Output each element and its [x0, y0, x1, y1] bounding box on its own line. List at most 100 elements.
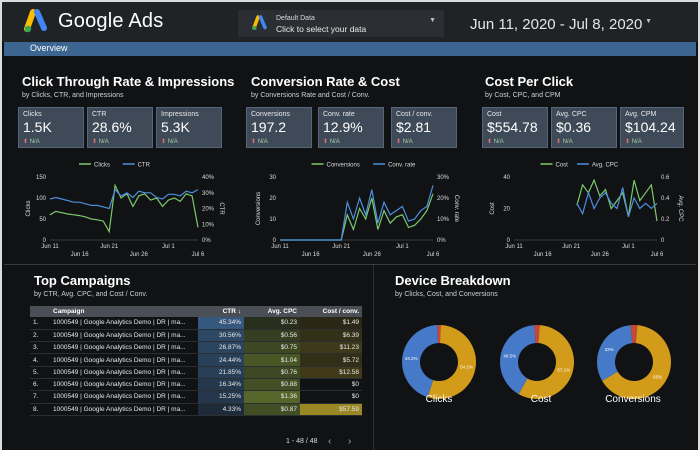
- donut-chart-cost: 40.5% 57.1%: [500, 325, 575, 400]
- next-page-icon[interactable]: ›: [348, 436, 352, 447]
- x-tick-label: Jun 26: [130, 252, 149, 257]
- legend-label: Clicks: [94, 163, 110, 169]
- y-right-tick-label: 0.4: [661, 196, 670, 202]
- table-row[interactable]: 8. 1000549 | Google Analytics Demo | DR |…: [30, 403, 362, 416]
- arrow-up-icon: ⬆: [323, 139, 329, 145]
- y-tick-label: 20: [503, 207, 510, 213]
- arrow-up-icon: ⬆: [92, 139, 98, 145]
- kpi-value: 28.6%: [92, 119, 132, 135]
- donut-percent-label: 44.2%: [405, 356, 418, 361]
- y-axis-title: Clicks: [26, 201, 32, 217]
- series-line-cost: [576, 178, 658, 222]
- donut-slice: [596, 325, 633, 381]
- avg-cpc-value: $1.36: [244, 390, 300, 404]
- donut-slice: [518, 325, 575, 400]
- series-line-avg-cpc: [576, 187, 658, 218]
- google-ads-logo-icon: [24, 9, 47, 33]
- x-tick-label: Jun 21: [100, 244, 119, 250]
- y-axis-title: Conversions: [256, 192, 262, 225]
- cost-per-conv-value: $1.49: [300, 317, 362, 330]
- cost-per-conv-value: $0: [300, 378, 362, 392]
- date-range-picker[interactable]: Jun 11, 2020 - Jul 8, 2020 ▼: [452, 10, 658, 37]
- donut-slice: [630, 324, 638, 344]
- prev-page-icon[interactable]: ‹: [328, 436, 332, 447]
- legend-label: Cost: [556, 163, 569, 169]
- avg-cpc-value: $0.87: [244, 403, 300, 416]
- table-row[interactable]: 3. 1000549 | Google Analytics Demo | DR |…: [30, 341, 362, 355]
- x-tick-label: Jul 1: [396, 244, 409, 250]
- row-index: 6.: [30, 378, 50, 392]
- donut-chart-clicks: 44.2% 54.2%: [402, 325, 477, 400]
- ctr-value: 15.25%: [198, 390, 244, 404]
- section-title-device: Device Breakdown: [395, 273, 511, 288]
- tab-bar: Overview: [4, 42, 696, 56]
- campaign-name: 1000549 | Google Analytics Demo | DR | m…: [50, 353, 198, 367]
- x-tick-label: Jun 26: [591, 252, 610, 257]
- kpi-value: $0.36: [556, 119, 592, 135]
- data-source-selector[interactable]: Default Data Click to select your data ▼: [238, 10, 444, 37]
- row-index: 2.: [30, 329, 50, 343]
- campaign-name: 1000549 | Google Analytics Demo | DR | m…: [50, 378, 198, 392]
- row-index: 7.: [30, 390, 50, 404]
- table-row[interactable]: 1. 1000549 | Google Analytics Demo | DR |…: [30, 317, 362, 330]
- x-tick-label: Jun 11: [41, 244, 59, 250]
- y-tick-label: 0: [507, 238, 511, 244]
- kpi-delta: ⬆ N/A: [396, 139, 413, 145]
- col-avg-cpc-header[interactable]: Avg. CPC: [244, 306, 300, 317]
- kpi-label: Conv. rate: [323, 111, 355, 118]
- arrow-up-icon: ⬆: [625, 139, 631, 145]
- campaign-name: 1000549 | Google Analytics Demo | DR | m…: [50, 329, 198, 343]
- section-divider: [4, 264, 696, 265]
- kpi-card-impressions: Impressions 5.3K ⬆ N/A: [156, 107, 222, 148]
- kpi-delta: ⬆ N/A: [161, 139, 178, 145]
- kpi-value: $554.78: [487, 119, 538, 135]
- table-row[interactable]: 5. 1000549 | Google Analytics Demo | DR |…: [30, 366, 362, 379]
- kpi-label: Cost: [487, 111, 502, 118]
- donut-percent-label: 32%: [605, 347, 614, 352]
- table-row[interactable]: 7. 1000549 | Google Analytics Demo | DR |…: [30, 390, 362, 404]
- col-campaign-header[interactable]: Campaign: [50, 306, 198, 317]
- donut-slice: [500, 325, 536, 395]
- x-tick-label: Jun 16: [534, 252, 553, 257]
- y-tick-label: 20: [269, 196, 276, 202]
- ctr-value: 4.33%: [198, 403, 244, 416]
- y-tick-label: 40: [503, 175, 510, 181]
- ctr-value: 26.87%: [198, 341, 244, 355]
- ctr-value: 45.34%: [198, 317, 244, 330]
- cost-per-conv-value: $57.59: [300, 403, 362, 416]
- y-right-tick-label: 30%: [202, 191, 215, 197]
- campaign-name: 1000549 | Google Analytics Demo | DR | m…: [50, 341, 198, 355]
- kpi-delta: ⬆ N/A: [251, 139, 268, 145]
- kpi-label: Impressions: [161, 111, 199, 118]
- table-row[interactable]: 2. 1000549 | Google Analytics Demo | DR |…: [30, 329, 362, 343]
- x-tick-label: Jul 6: [651, 252, 664, 257]
- col-cost-conv-header[interactable]: Cost / conv.: [300, 306, 362, 317]
- ctr-value: 16.34%: [198, 378, 244, 392]
- table-row[interactable]: 4. 1000549 | Google Analytics Demo | DR |…: [30, 353, 362, 367]
- legend-label: Conversions: [327, 163, 360, 169]
- table-row[interactable]: 6. 1000549 | Google Analytics Demo | DR |…: [30, 378, 362, 392]
- donut-percent-label: 65%: [653, 375, 662, 380]
- donut-slice: [437, 325, 441, 344]
- y-right-tick-label: 0.2: [661, 217, 670, 223]
- line-chart-clicks-ctr: Clicks CTR 0 50 100 150 0% 10% 20% 30% 40% Clicks CT…: [26, 163, 224, 258]
- section-title-campaigns: Top Campaigns: [34, 273, 131, 288]
- x-tick-label: Jul 6: [427, 252, 440, 257]
- series-line-ctr: [49, 188, 199, 210]
- tab-overview[interactable]: Overview: [30, 43, 68, 53]
- y-tick-label: 10: [269, 217, 276, 223]
- section-subtitle-cpc: by Cost, CPC, and CPM: [485, 92, 561, 99]
- x-tick-label: Jun 21: [562, 244, 581, 250]
- legend-label: Conv. rate: [388, 163, 416, 169]
- y-right-axis-title: Conv. rate: [453, 195, 459, 223]
- x-tick-label: Jun 26: [363, 252, 382, 257]
- arrow-up-icon: ⬆: [251, 139, 257, 145]
- col-ctr-header[interactable]: CTR ↓: [198, 306, 244, 317]
- donut-slice: [427, 325, 477, 400]
- row-index: 1.: [30, 317, 50, 330]
- avg-cpc-value: $0.23: [244, 317, 300, 330]
- row-index: 8.: [30, 403, 50, 416]
- y-tick-label: 0: [43, 238, 47, 244]
- x-tick-label: Jun 11: [271, 244, 289, 250]
